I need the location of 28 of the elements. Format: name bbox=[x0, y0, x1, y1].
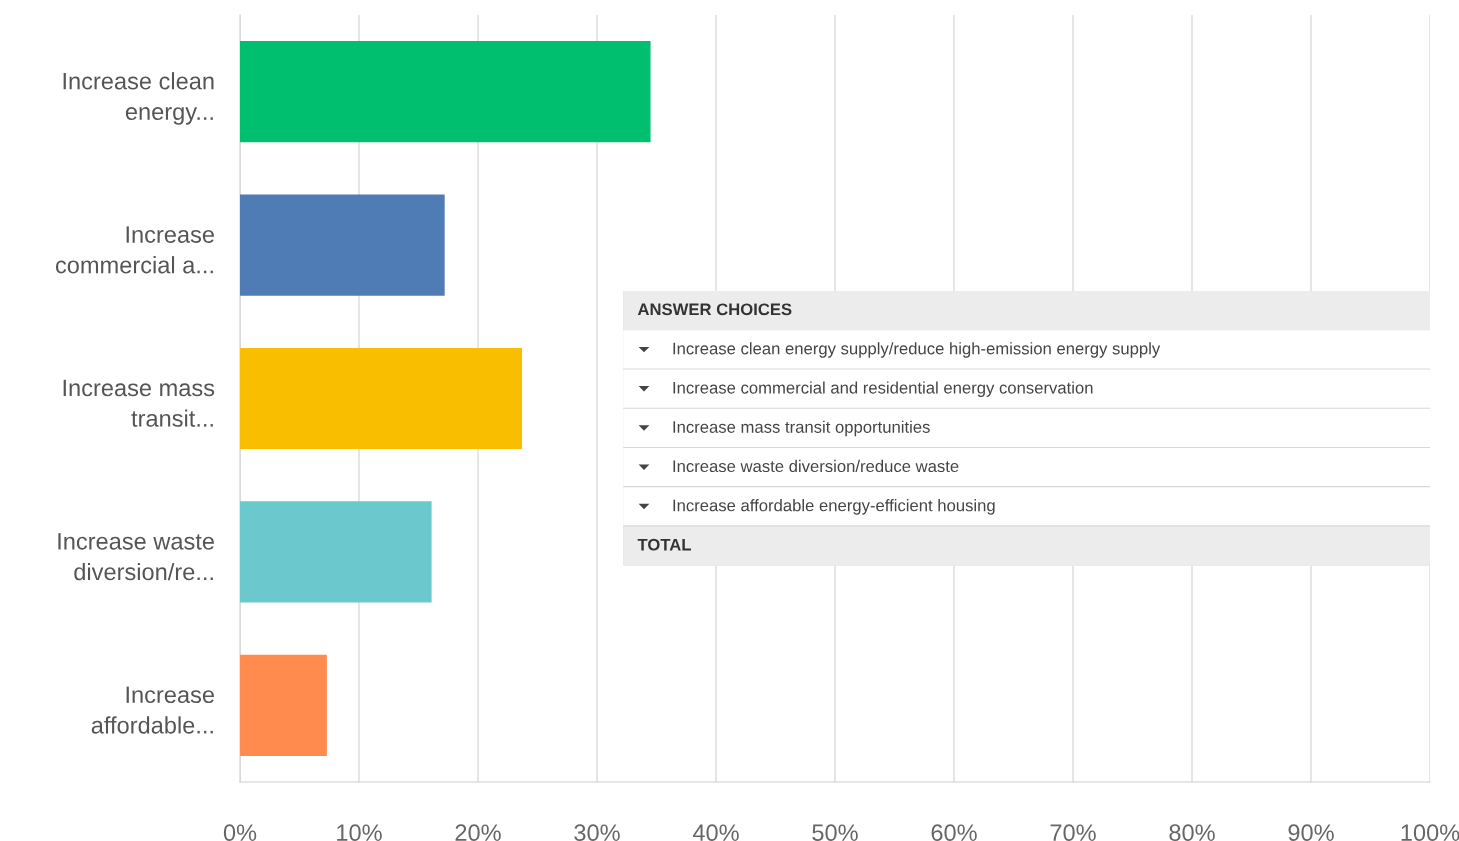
annotation: Increase affordable energy-efficient housing bbox=[673, 499, 995, 515]
bar bbox=[240, 194, 445, 296]
y-tick-label: Increase mass transit... bbox=[63, 379, 215, 427]
x-tick-label: 50% bbox=[812, 824, 858, 841]
annotation: TOTAL bbox=[637, 538, 691, 551]
x-tick-label: 40% bbox=[692, 824, 739, 841]
bar bbox=[240, 347, 523, 450]
x-tick-label: 70% bbox=[1050, 824, 1096, 841]
y-tick-label: Increase commercial a... bbox=[55, 226, 214, 274]
bar bbox=[240, 654, 327, 756]
x-tick-label: 20% bbox=[455, 824, 501, 841]
y-tick-label: Increase affordable... bbox=[91, 686, 214, 734]
x-tick-label: 100% bbox=[1401, 824, 1459, 841]
y-tick-label: Increase waste diversion/re... bbox=[58, 533, 214, 581]
bar bbox=[240, 41, 651, 143]
y-tick-label: Increase clean energy... bbox=[63, 72, 214, 125]
annotation: Increase clean energy supply/reduce high-emission energy supply bbox=[673, 342, 1161, 358]
x-tick-label: 60% bbox=[931, 824, 977, 841]
annotation: Increase commercial and residential energy conservation bbox=[673, 381, 1093, 397]
x-tick-label: 10% bbox=[337, 824, 382, 841]
x-tick-label: 0% bbox=[223, 824, 257, 841]
annotation: Increase mass transit opportunities bbox=[673, 420, 930, 437]
annotation: Increase waste diversion/reduce waste bbox=[673, 459, 959, 473]
x-tick-label: 90% bbox=[1288, 824, 1334, 841]
bar bbox=[240, 501, 432, 603]
x-tick-label: 80% bbox=[1169, 824, 1215, 841]
x-tick-label: 30% bbox=[574, 824, 620, 841]
annotation: ANSWER CHOICES bbox=[637, 303, 792, 316]
